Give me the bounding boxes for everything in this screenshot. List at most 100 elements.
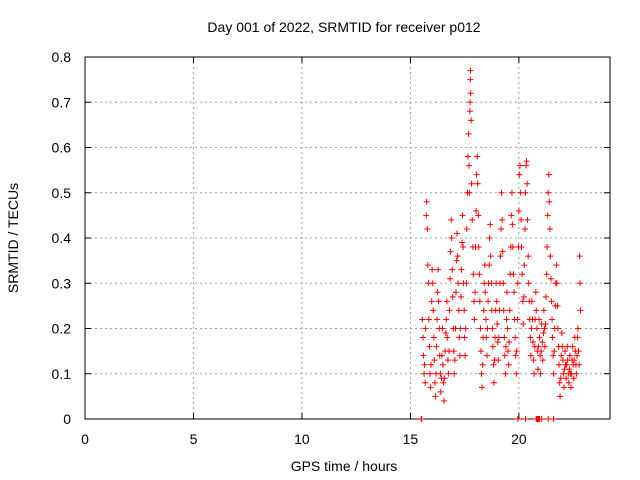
- y-tick-label: 0.1: [52, 366, 72, 382]
- data-point: [433, 343, 440, 350]
- data-point: [451, 357, 458, 364]
- data-point: [487, 221, 494, 228]
- data-point: [514, 280, 521, 287]
- data-point: [504, 325, 511, 332]
- data-point: [501, 352, 508, 359]
- data-point: [463, 225, 470, 232]
- x-tick-label: 0: [81, 431, 89, 447]
- data-point: [477, 348, 484, 355]
- data-point: [438, 352, 445, 359]
- data-point: [469, 216, 476, 223]
- data-point: [577, 307, 584, 314]
- data-point: [480, 307, 487, 314]
- data-point: [474, 180, 481, 187]
- data-point: [490, 361, 497, 368]
- data-point: [462, 352, 469, 359]
- data-point: [468, 180, 475, 187]
- data-point: [457, 325, 464, 332]
- y-tick-label: 0.2: [52, 321, 72, 337]
- data-point: [571, 357, 578, 364]
- data-point: [565, 379, 572, 386]
- x-tick-label: 15: [403, 431, 419, 447]
- data-point: [482, 289, 489, 296]
- data-point: [456, 334, 463, 341]
- data-point: [455, 307, 462, 314]
- data-point: [448, 235, 455, 241]
- data-points: [418, 67, 584, 422]
- data-point: [435, 266, 442, 273]
- data-point: [538, 348, 545, 355]
- data-point: [487, 253, 494, 260]
- data-point: [551, 348, 558, 355]
- data-point: [515, 207, 522, 214]
- data-point: [439, 325, 446, 332]
- data-point: [562, 348, 569, 355]
- data-point: [459, 212, 466, 219]
- data-point: [423, 198, 430, 205]
- data-point: [545, 171, 552, 178]
- data-point: [431, 379, 438, 386]
- data-point: [437, 388, 444, 395]
- grid-lines: [85, 57, 610, 419]
- data-point: [546, 225, 553, 232]
- data-point: [489, 343, 496, 350]
- data-point: [556, 379, 563, 386]
- data-point: [566, 352, 573, 359]
- axis-ticks: [84, 56, 610, 420]
- data-point: [464, 153, 471, 160]
- data-point: [479, 361, 486, 368]
- data-point: [443, 298, 450, 305]
- data-point: [546, 198, 553, 205]
- data-point: [499, 216, 506, 223]
- data-point: [500, 307, 507, 314]
- data-point: [458, 266, 465, 273]
- data-point: [466, 108, 473, 115]
- data-point: [451, 370, 458, 377]
- x-tick-label: 10: [294, 431, 310, 447]
- data-point: [542, 320, 549, 327]
- data-point: [516, 162, 523, 169]
- data-point: [508, 189, 515, 196]
- data-point: [550, 370, 557, 377]
- data-point: [429, 280, 436, 287]
- data-point: [500, 280, 507, 287]
- data-point: [523, 158, 530, 165]
- data-point: [541, 343, 548, 350]
- data-point: [449, 266, 456, 273]
- y-tick-label: 0.4: [52, 230, 72, 246]
- data-point: [455, 280, 462, 287]
- data-point: [424, 262, 431, 269]
- data-point: [434, 316, 441, 323]
- data-point: [489, 325, 496, 332]
- data-point: [574, 352, 581, 359]
- data-point: [467, 90, 474, 97]
- data-point: [511, 289, 518, 296]
- data-point: [441, 397, 448, 404]
- data-point: [557, 375, 564, 382]
- data-point: [442, 330, 449, 337]
- data-point: [422, 325, 429, 332]
- data-point: [495, 334, 502, 341]
- data-point: [475, 244, 482, 251]
- data-point: [540, 330, 547, 337]
- data-point: [463, 280, 470, 287]
- data-point: [426, 370, 433, 377]
- data-point: [483, 352, 490, 359]
- data-point: [425, 316, 432, 323]
- data-point: [539, 339, 546, 346]
- data-point: [495, 357, 502, 364]
- data-point: [563, 361, 570, 368]
- data-point: [441, 375, 448, 382]
- data-point: [428, 298, 435, 305]
- data-point: [566, 366, 573, 373]
- data-point: [528, 298, 535, 305]
- data-point: [459, 239, 466, 246]
- data-point: [452, 289, 459, 296]
- data-point: [447, 275, 454, 282]
- data-point: [576, 361, 583, 368]
- data-point: [510, 271, 517, 278]
- data-point: [520, 293, 527, 300]
- data-point: [576, 253, 583, 260]
- data-point: [479, 384, 486, 391]
- data-point: [508, 212, 515, 219]
